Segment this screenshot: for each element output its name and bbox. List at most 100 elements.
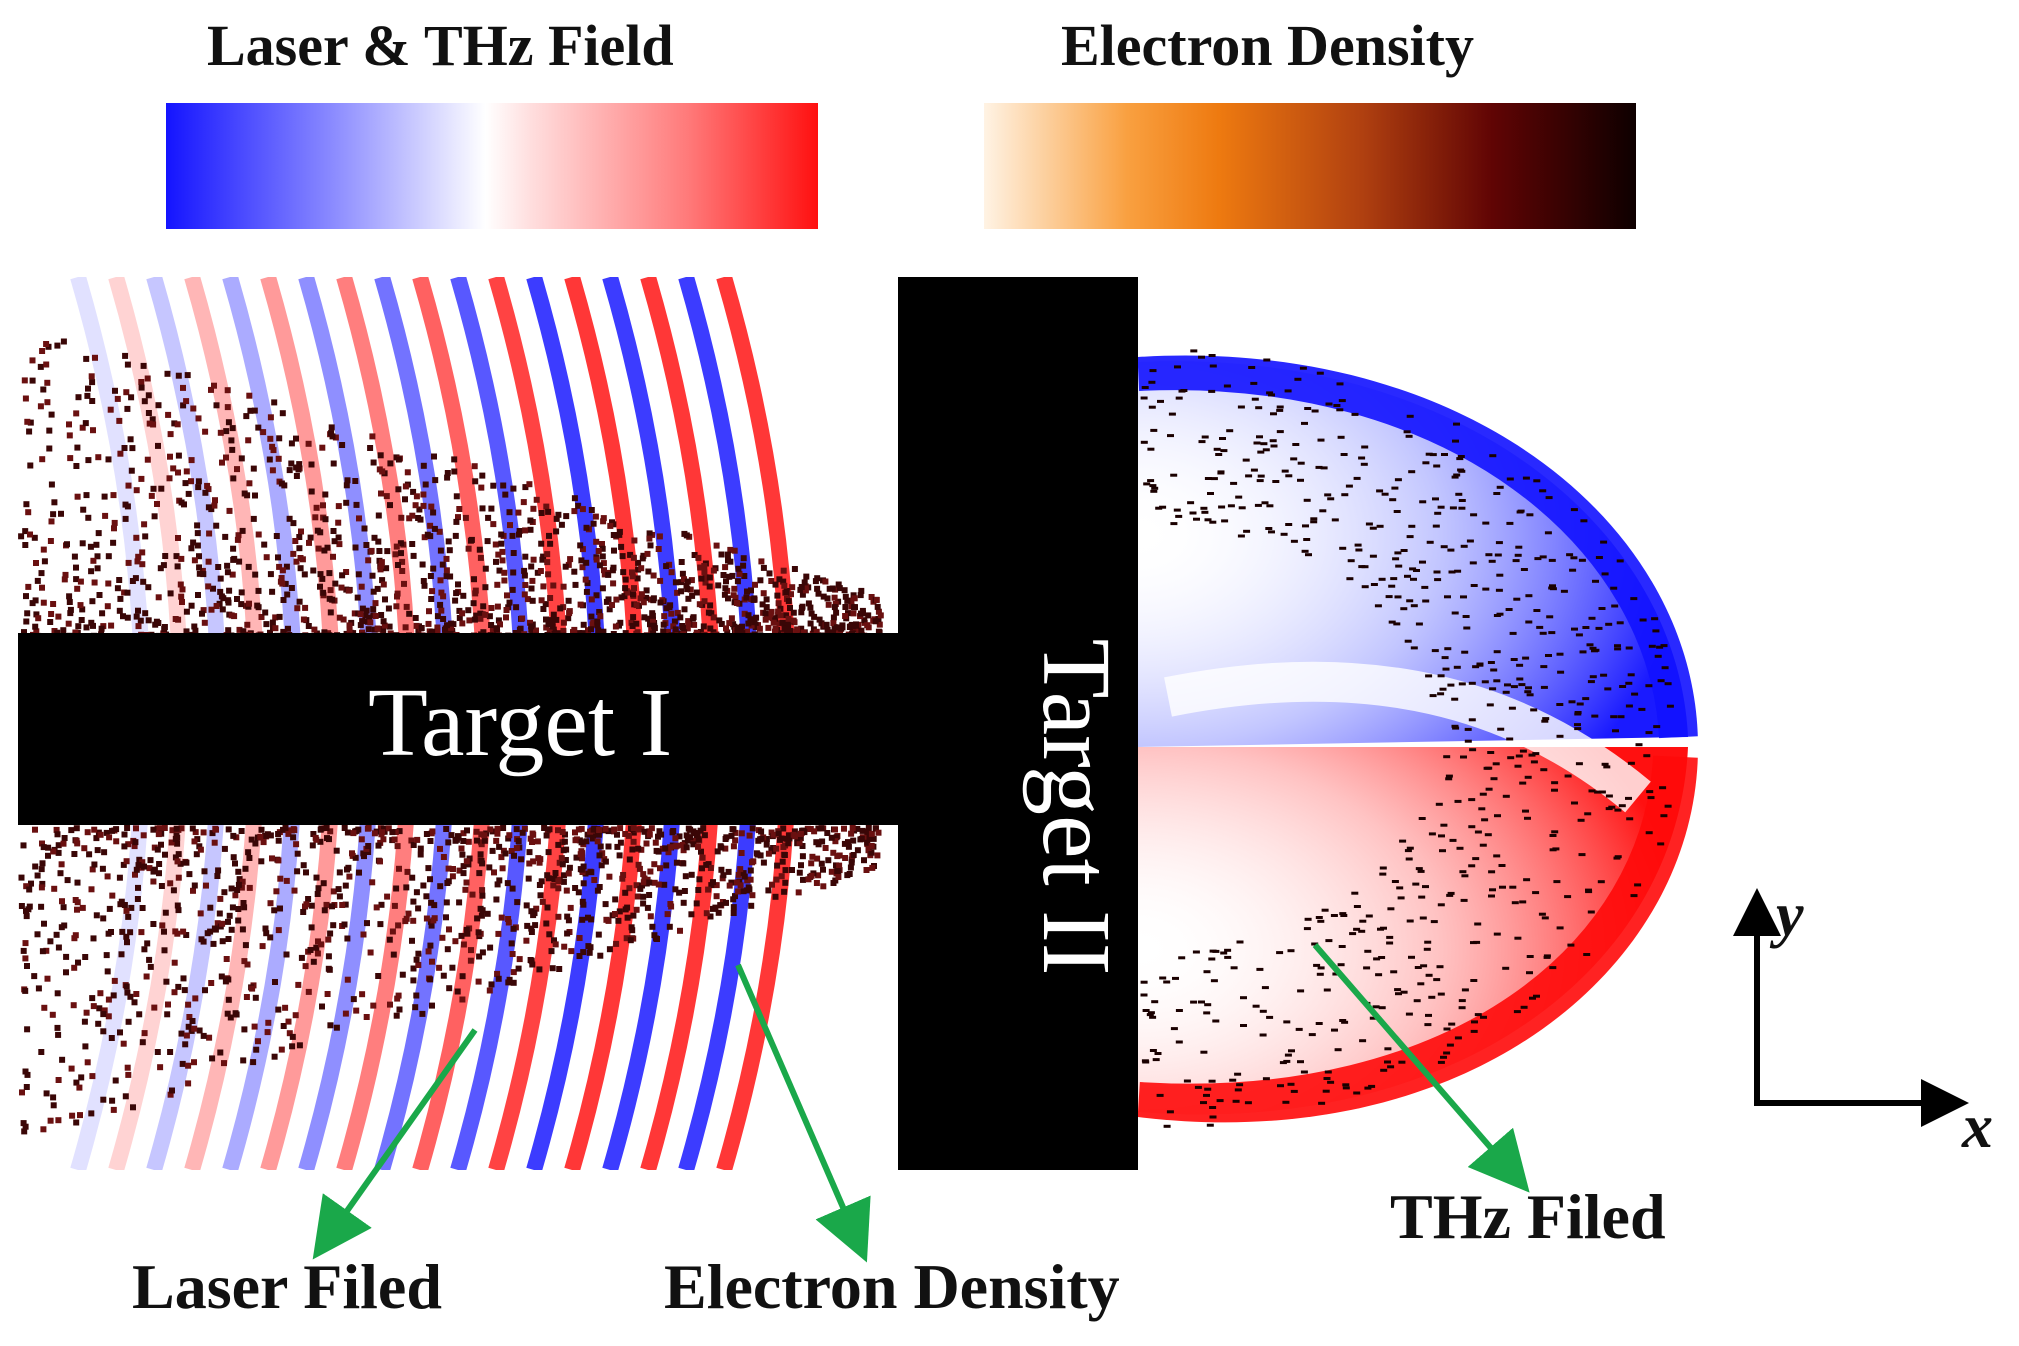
electron-speck — [133, 825, 139, 832]
electron-speck — [156, 870, 162, 877]
electron-speck — [124, 361, 131, 368]
electron-speck — [195, 592, 201, 598]
thz-speck — [1327, 1080, 1335, 1084]
thz-speck — [1556, 734, 1564, 738]
electron-speck — [278, 480, 285, 487]
electron-speck — [282, 1004, 289, 1011]
thz-speck — [1244, 1101, 1252, 1105]
thz-speck — [1541, 719, 1549, 723]
electron-speck — [234, 887, 241, 893]
thz-speck — [1567, 943, 1575, 947]
electron-speck — [812, 578, 819, 585]
electron-speck — [557, 605, 564, 612]
electron-speck — [745, 612, 752, 619]
thz-speck — [1376, 489, 1384, 493]
thz-speck — [1198, 440, 1206, 444]
thz-speck — [1408, 955, 1415, 959]
electron-speck — [773, 845, 780, 852]
electron-speck — [695, 887, 702, 893]
thz-speck — [1574, 711, 1582, 714]
electron-speck — [567, 556, 574, 563]
thz-speck — [1209, 1106, 1217, 1109]
electron-speck — [617, 619, 624, 626]
electron-speck — [141, 398, 148, 405]
electron-speck — [157, 825, 163, 832]
electron-speck — [74, 585, 81, 592]
electron-speck — [188, 602, 195, 609]
electron-speck — [444, 474, 451, 481]
thz-speck — [1435, 802, 1443, 806]
electron-speck — [73, 576, 80, 583]
electron-speck — [649, 612, 656, 619]
electron-speck — [41, 920, 47, 927]
thz-speck — [1526, 513, 1534, 517]
electron-speck — [430, 917, 437, 924]
electron-speck — [296, 461, 303, 468]
electron-speck — [48, 481, 55, 488]
electron-speck — [84, 392, 91, 399]
electron-speck — [175, 452, 182, 459]
electron-speck — [545, 571, 552, 578]
electron-speck — [410, 488, 417, 495]
electron-speck — [756, 625, 763, 632]
electron-speck — [69, 1112, 76, 1119]
electron-speck — [465, 861, 472, 868]
electron-speck — [588, 916, 595, 923]
electron-speck — [648, 825, 655, 832]
thz-speck — [1586, 643, 1594, 647]
electron-speck — [84, 1059, 91, 1066]
electron-speck — [174, 421, 181, 428]
thz-speck — [1256, 479, 1264, 483]
electron-speck — [722, 585, 729, 592]
electron-speck — [731, 547, 738, 554]
electron-speck — [317, 826, 324, 833]
electron-speck — [428, 922, 435, 929]
electron-speck — [724, 551, 731, 558]
electron-speck — [599, 585, 606, 592]
electron-speck — [650, 616, 656, 623]
thz-speck — [1429, 694, 1437, 698]
electron-speck — [458, 932, 465, 939]
electron-speck — [215, 867, 222, 874]
thz-speck — [1604, 687, 1612, 691]
electron-speck — [262, 832, 269, 839]
electron-speck — [125, 1018, 132, 1025]
electron-speck — [415, 905, 422, 912]
electron-speck — [230, 832, 237, 839]
thz-speck — [1630, 894, 1638, 898]
electron-speck — [282, 825, 289, 831]
electron-speck — [612, 911, 618, 917]
electron-speck — [182, 480, 189, 487]
thz-speck — [1358, 565, 1366, 569]
thz-speck — [1175, 514, 1183, 518]
electron-speck — [544, 551, 551, 558]
thz-speck — [1410, 577, 1417, 581]
electron-speck — [815, 841, 822, 848]
electron-speck — [333, 847, 340, 854]
electron-speck — [225, 996, 232, 1003]
thz-speck — [1430, 920, 1438, 924]
electron-speck — [818, 620, 825, 627]
electron-speck — [100, 1096, 107, 1103]
thz-speck — [1454, 569, 1462, 573]
electron-speck — [568, 948, 575, 955]
electron-speck — [108, 622, 115, 629]
electron-speck — [453, 590, 460, 597]
electron-speck — [373, 904, 380, 911]
electron-speck — [606, 873, 613, 880]
electron-speck — [681, 606, 688, 613]
thz-speck — [1610, 715, 1618, 719]
electron-speck — [597, 952, 604, 959]
electron-speck — [202, 489, 209, 496]
electron-speck — [420, 578, 427, 584]
electron-speck — [185, 490, 192, 497]
electron-speck — [452, 938, 459, 945]
electron-speck — [847, 864, 854, 871]
electron-speck — [310, 831, 317, 837]
electron-speck — [73, 1119, 80, 1126]
thz-speck — [1470, 979, 1478, 982]
electron-speck — [528, 929, 535, 935]
electron-speck — [521, 567, 528, 574]
electron-speck — [371, 534, 378, 541]
electron-speck — [740, 870, 747, 877]
